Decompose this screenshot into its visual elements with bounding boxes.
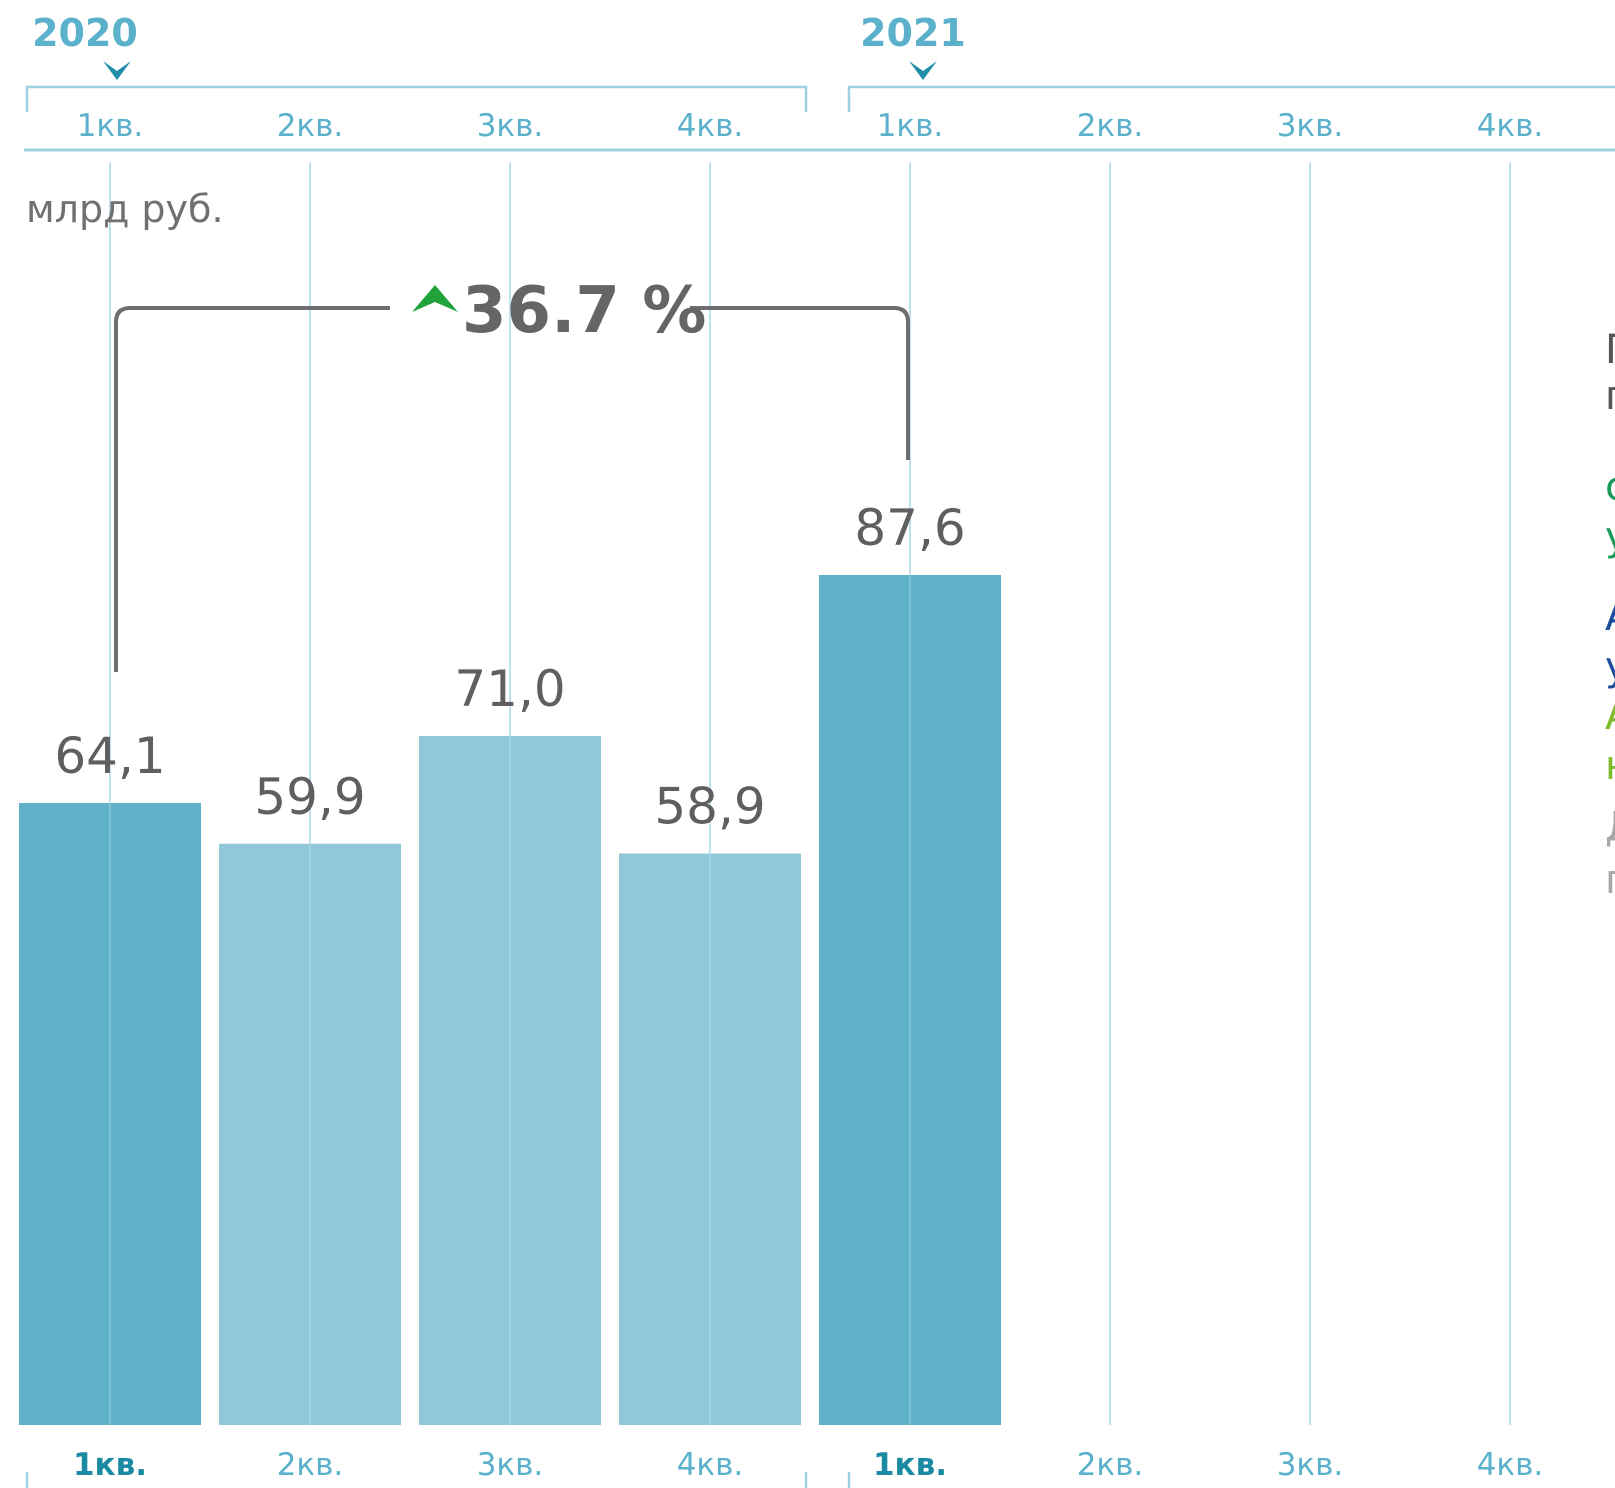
side-text-fragment-10: п [1605,857,1615,903]
year-label-2021: 2021 [860,11,966,55]
bar-3 [419,736,601,1425]
growth-percent-label: 36.7 % [462,274,706,348]
quarter-label-bottom-4: 4кв. [677,1447,744,1483]
quarter-label-top-3: 3кв. [477,108,544,144]
side-text-fragment-5: А [1605,594,1615,640]
bar-5 [819,575,1001,1425]
bar-value-label-4: 58,9 [654,777,765,835]
growth-bracket-left [114,306,390,672]
quarter-label-top-5: 1кв. [877,108,944,144]
quarter-label-bottom-1: 1кв. [73,1447,147,1483]
chevron-down-icon [909,61,937,80]
quarter-label-top-7: 3кв. [1277,108,1344,144]
quarter-label-top-1: 1кв. [77,108,144,144]
quarter-label-bottom-7: 3кв. [1277,1447,1344,1483]
year-bracket-2020 [25,85,808,112]
side-text-fragment-3: с [1605,464,1615,510]
side-panel: ГгсуАуАнДп [1605,327,1615,903]
year-bracket-2021 [847,85,1615,112]
side-text-fragment-8: н [1605,743,1615,789]
quarter-label-top-6: 2кв. [1077,108,1144,144]
growth-bracket: 36.7 % [114,274,910,672]
arrow-up-icon [412,285,458,312]
side-text-fragment-1: Г [1605,327,1615,373]
quarter-label-bottom-2: 2кв. [277,1447,344,1483]
quarter-label-top-4: 4кв. [677,108,744,144]
side-text-fragment-7: А [1605,693,1615,739]
bar-2 [219,843,401,1425]
bar-value-label-3: 71,0 [454,660,565,718]
side-text-fragment-2: г [1605,373,1615,419]
bar-value-label-2: 59,9 [254,768,365,826]
growth-bracket-right [690,306,910,460]
bar-value-label-1: 64,1 [54,727,165,785]
quarter-label-bottom-6: 2кв. [1077,1447,1144,1483]
quarter-label-top-2: 2кв. [277,108,344,144]
chevron-down-icon [103,61,131,80]
year-label-2020: 2020 [32,11,138,55]
bar-1 [19,803,201,1425]
quarter-label-bottom-8: 4кв. [1477,1447,1544,1483]
unit-label: млрд руб. [26,187,224,231]
side-text-fragment-4: у [1605,514,1615,560]
quarter-label-bottom-3: 3кв. [477,1447,544,1483]
bottom-axis: 1кв. 2кв. 3кв. 4кв. 1кв. 2кв. 3кв. 4кв. [25,1447,1544,1488]
bar-4 [619,853,801,1425]
quarter-label-bottom-5: 1кв. [873,1447,947,1483]
quarter-label-top-8: 4кв. [1477,108,1544,144]
bar-layer: 64,1 59,9 71,0 58,9 87,6 [19,499,1001,1425]
side-text-fragment-6: у [1605,644,1615,690]
side-text-fragment-9: Д [1605,804,1615,850]
bar-value-label-5: 87,6 [854,499,965,557]
timeline-header: 2020 2021 1кв. 2кв. 3кв. 4кв. 1кв. 2кв. 3кв. 4кв. [24,11,1615,152]
